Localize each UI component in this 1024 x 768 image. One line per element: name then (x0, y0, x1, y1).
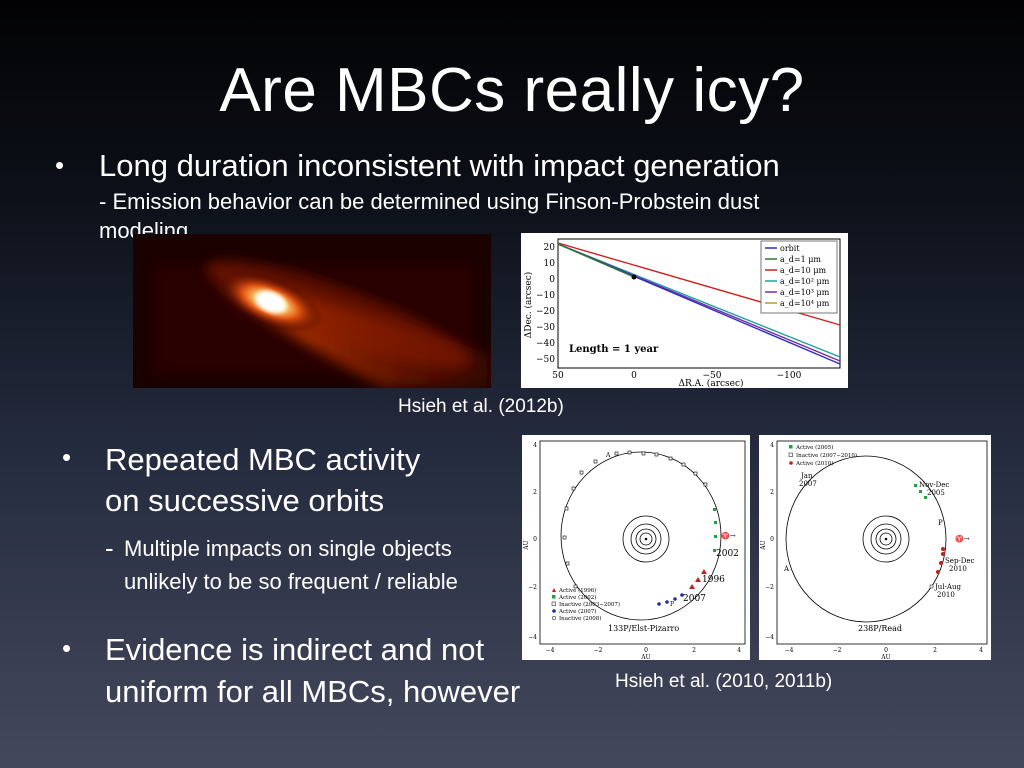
fp-ytick: 0 (549, 275, 555, 285)
orbit1-legend-label: Inactive (2003−2007) (559, 601, 620, 608)
fp-ytick: −40 (536, 339, 555, 349)
orbit1-legend-label: Active (2002) (558, 594, 596, 601)
orbit1-ytick: −2 (528, 584, 537, 591)
orbit2-label-jan: Jan (800, 472, 813, 480)
orbit1-aphelion: A (605, 452, 611, 459)
orbit1-ylabel: AU (523, 540, 530, 550)
orbit1-perihelion: P (670, 601, 674, 608)
bullet-2-line-1: Repeated MBC activity (105, 442, 421, 477)
orbit1-label-2007: 2007 (683, 594, 706, 604)
orbit2-label-jan-year: 2007 (799, 480, 817, 488)
bullet-1-text: Long duration inconsistent with impact g… (99, 148, 780, 183)
orbit1-ytick: −4 (528, 634, 537, 641)
orbit2-xlabel: AU (880, 654, 890, 660)
orbit2-legend-label: Inactive (2007−2010) (796, 452, 857, 459)
orbit1-label-2002: 2002 (716, 549, 739, 559)
caption-bottom: Hsieh et al. (2010, 2011b) (615, 671, 833, 692)
orbit2-mbc-orbit (785, 455, 947, 623)
bullet-3-line-1: Evidence is indirect and not (105, 632, 485, 667)
orbit1-xlabel: AU (640, 654, 650, 660)
orbit1-label-1996: 1996 (702, 575, 725, 585)
fp-xtick: 0 (631, 371, 637, 381)
orbit2-xtick: −2 (833, 647, 842, 654)
orbit-plot-238p: −4 −2 0 2 4 AU 4 2 0 −2 −4 AU Active (20… (759, 435, 991, 660)
fp-xlabel: ΔR.A. (arcsec) (678, 378, 743, 388)
orbit2-xtick: 4 (979, 647, 983, 654)
orbit2-label-julaug-year: 2010 (937, 591, 955, 599)
orbit1-legend-label: Inactive (2008) (559, 615, 601, 622)
fp-ytick: −10 (536, 291, 555, 301)
comet-image-drawing (133, 234, 491, 388)
orbit2-vernal: ♈→ (955, 534, 970, 543)
orbit1-xtick: 4 (737, 647, 741, 654)
fp-ylabel: ΔDec. (arcsec) (523, 272, 534, 339)
fp-xtick: −100 (777, 371, 802, 381)
orbit1-ytick: 2 (533, 489, 537, 496)
bullet-2-sub-line-2: unlikely to be so frequent / reliable (124, 569, 458, 594)
finson-probstein-plot: 20 10 0 −10 −20 −30 −40 −50 50 0 −50 −10… (521, 233, 848, 388)
fp-ytick: 20 (544, 243, 556, 253)
orbit2-label-novdec: Nov-Dec (919, 481, 949, 489)
orbit-plot-133p: −4 −2 0 2 4 AU 4 2 0 −2 −4 AU (522, 435, 750, 660)
orbit1-xtick: 0 (644, 647, 648, 654)
orbit1-xtick: 2 (692, 647, 696, 654)
fp-legend-label: a_d=10 μm (780, 266, 827, 275)
comet-image (133, 234, 491, 388)
fp-legend: orbit a_d=1 μm a_d=10 μm a_d=10² μm a_d=… (760, 240, 838, 314)
fp-legend-label: a_d=10⁴ μm (780, 299, 830, 308)
orbit2-legend-label: Active (2005) (795, 444, 833, 451)
orbit2-object-name: 238P/Read (858, 624, 902, 633)
orbit1-object-name: 133P/Elst-Pizarro (608, 624, 679, 633)
fp-ytick: −30 (536, 323, 555, 333)
bullet-marker-1: • (55, 150, 65, 180)
bullet-1-sub-line-1: - Emission behavior can be determined us… (99, 189, 760, 214)
fp-xtick: 50 (552, 371, 564, 381)
orbit1-legend-label: Active (1996) (558, 587, 596, 594)
orbit2-perihelion: P (938, 519, 943, 527)
fp-annotation: Length = 1 year (569, 344, 659, 355)
fp-legend-label: a_d=10³ μm (780, 288, 830, 297)
orbit1-xtick: −2 (594, 647, 603, 654)
orbit2-legend-label: Active (2010) (795, 460, 833, 467)
orbit2-label-sepdec: Sep-Dec (945, 557, 975, 565)
bullet-2-sub-prefix: - (105, 533, 114, 563)
fp-legend-label: orbit (780, 244, 800, 253)
orbit1-ytick: 0 (533, 536, 537, 543)
bullet-marker-3: • (62, 633, 72, 663)
orbit1-mbc-orbit (560, 451, 722, 621)
fp-ytick: −20 (536, 307, 555, 317)
orbit2-ytick: 2 (770, 489, 774, 496)
orbit2-ylabel: AU (760, 540, 767, 550)
orbit2-label-sepdec-year: 2010 (949, 565, 967, 573)
orbit2-ytick: −2 (765, 584, 774, 591)
orbit2-xtick: 2 (933, 647, 937, 654)
fp-nucleus-point (631, 274, 637, 280)
caption-top: Hsieh et al. (2012b) (398, 396, 564, 417)
bullet-marker-2: • (62, 442, 72, 472)
fp-ytick: 10 (544, 259, 556, 269)
orbit2-xtick: −4 (785, 647, 794, 654)
orbit2-xtick: 0 (884, 647, 888, 654)
fp-legend-label: a_d=10² μm (780, 277, 830, 286)
orbit1-xtick: −4 (546, 647, 555, 654)
orbit2-label-julaug: Jul-Aug (934, 583, 961, 591)
orbit1-ytick: 4 (533, 442, 537, 449)
bullet-2-sub-line-1: Multiple impacts on single objects (124, 536, 452, 561)
slide-title: Are MBCs really icy? (219, 56, 805, 125)
bullet-2-line-2: on successive orbits (105, 483, 385, 518)
orbit1-legend: Active (1996) Active (2002) Inactive (20… (551, 587, 620, 622)
orbit2-label-novdec-year: 2005 (927, 489, 945, 497)
orbit2-ytick: 4 (770, 442, 774, 449)
fp-ytick: −50 (536, 355, 555, 365)
orbit1-vernal: ♈→ (721, 531, 736, 540)
orbit1-legend-label: Active (2007) (558, 608, 596, 615)
fp-legend-label: a_d=1 μm (780, 255, 821, 264)
orbit2-ytick: −4 (765, 634, 774, 641)
bullet-3-line-2: uniform for all MBCs, however (105, 674, 521, 709)
orbit2-aphelion: A (783, 565, 790, 573)
orbit2-legend: Active (2005) Inactive (2007−2010) Activ… (788, 444, 857, 467)
orbit2-ytick: 0 (770, 536, 774, 543)
fp-xtick: −50 (703, 371, 722, 381)
fp-line-1um (557, 243, 635, 278)
